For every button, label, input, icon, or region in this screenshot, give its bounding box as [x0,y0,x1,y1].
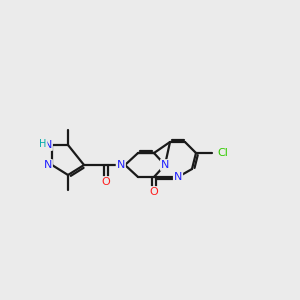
Text: N: N [174,172,182,182]
Text: N: N [161,160,169,170]
Text: N: N [44,140,52,150]
Text: N: N [44,160,52,170]
Text: O: O [102,177,110,187]
Text: Cl: Cl [217,148,228,158]
Text: O: O [150,187,158,197]
Text: N: N [117,160,125,170]
Text: H: H [39,139,47,149]
